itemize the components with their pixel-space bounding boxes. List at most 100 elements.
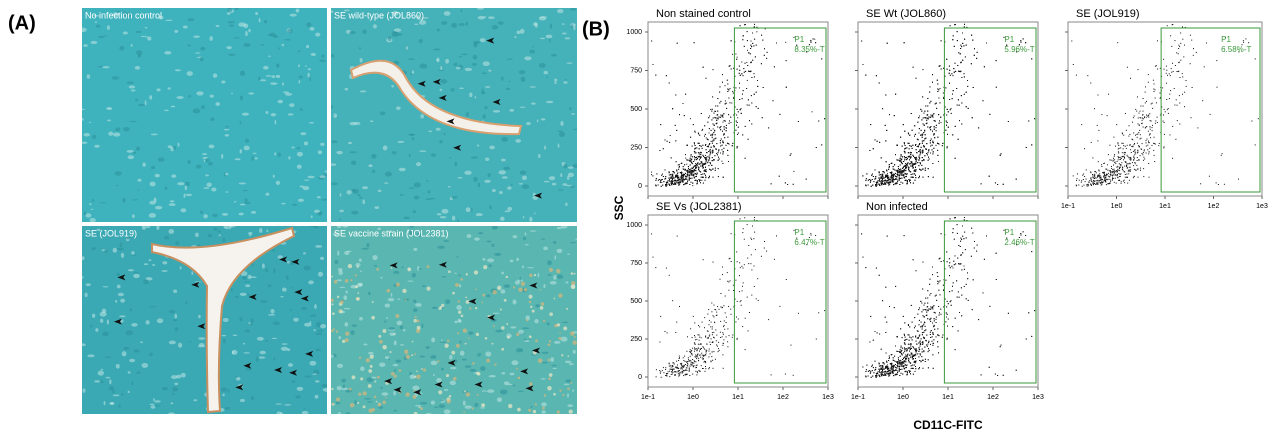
texture-spot: [523, 216, 525, 218]
event-dot: [915, 134, 916, 135]
texture-spot: [527, 267, 534, 268]
texture-spot: [562, 33, 567, 35]
stain-spot: [382, 345, 387, 350]
event-dot: [918, 177, 919, 178]
texture-spot: [164, 51, 171, 54]
texture-spot: [391, 85, 394, 87]
event-dot: [694, 169, 695, 170]
event-dot: [661, 186, 662, 187]
texture-spot: [175, 241, 179, 245]
texture-spot: [482, 72, 487, 74]
texture-spot: [135, 31, 141, 33]
texture-spot: [412, 273, 416, 278]
event-dot: [958, 52, 959, 53]
event-dot: [679, 114, 680, 115]
event-dot: [718, 168, 719, 169]
event-dot: [911, 162, 912, 163]
event-dot: [710, 154, 711, 155]
stain-spot: [557, 323, 560, 326]
event-dot: [665, 178, 666, 179]
texture-spot: [207, 183, 212, 187]
event-dot: [746, 62, 747, 63]
stain-spot: [385, 397, 387, 399]
texture-spot: [412, 385, 419, 390]
stain-spot: [529, 295, 533, 299]
stain-spot: [452, 292, 455, 295]
event-dot: [906, 147, 907, 148]
micrograph: SE (JOL919): [80, 225, 330, 415]
event-dot: [699, 154, 700, 155]
event-dot: [695, 132, 696, 133]
event-dot: [887, 175, 888, 176]
event-dot: [900, 173, 901, 174]
stain-spot: [562, 394, 564, 396]
texture-spot: [83, 388, 86, 392]
texture-spot: [334, 260, 338, 264]
texture-spot: [573, 350, 576, 354]
event-dot: [743, 90, 744, 91]
texture-spot: [141, 36, 147, 37]
texture-spot: [354, 122, 361, 125]
event-dot: [892, 179, 893, 180]
event-dot: [885, 140, 886, 141]
texture-spot: [565, 202, 567, 206]
event-dot: [737, 134, 738, 135]
texture-spot: [329, 105, 333, 109]
event-dot: [706, 160, 707, 161]
event-dot: [726, 125, 727, 126]
event-dot: [676, 171, 677, 172]
texture-spot: [563, 164, 567, 169]
event-dot: [773, 100, 774, 101]
texture-spot: [270, 82, 277, 84]
texture-spot: [251, 318, 254, 323]
stain-spot: [529, 274, 532, 277]
event-dot: [793, 184, 794, 185]
event-dot: [870, 182, 871, 183]
event-dot: [941, 122, 942, 123]
stain-spot: [406, 355, 410, 359]
event-dot: [915, 171, 916, 172]
event-dot: [717, 98, 718, 99]
texture-spot: [511, 360, 518, 365]
event-dot: [906, 167, 907, 168]
texture-spot: [91, 247, 96, 250]
event-dot: [962, 33, 963, 34]
event-dot: [751, 62, 752, 63]
texture-spot: [560, 173, 562, 177]
event-dot: [707, 156, 708, 157]
event-dot: [700, 154, 701, 155]
stain-spot: [382, 329, 386, 333]
texture-spot: [397, 299, 400, 300]
event-dot: [669, 179, 670, 180]
texture-spot: [248, 92, 254, 94]
texture-spot: [234, 8, 239, 10]
event-dot: [950, 109, 951, 110]
event-dot: [936, 127, 937, 128]
texture-spot: [506, 88, 510, 90]
event-dot: [904, 148, 905, 149]
stain-spot: [405, 392, 409, 396]
stain-spot: [371, 316, 375, 320]
event-dot: [682, 175, 683, 176]
event-dot: [873, 176, 874, 177]
event-dot: [771, 183, 772, 184]
event-dot: [934, 137, 935, 138]
event-dot: [966, 92, 967, 93]
stain-spot: [357, 292, 359, 294]
event-dot: [927, 106, 928, 107]
event-dot: [685, 169, 686, 170]
event-dot: [873, 148, 874, 149]
event-dot: [684, 179, 685, 180]
event-dot: [878, 184, 879, 185]
stain-spot: [534, 274, 536, 276]
y-tick-label: 500: [630, 106, 642, 113]
event-dot: [722, 145, 723, 146]
event-dot: [715, 138, 716, 139]
texture-spot: [456, 305, 461, 310]
event-dot: [752, 43, 753, 44]
event-dot: [684, 174, 685, 175]
event-dot: [798, 121, 799, 122]
texture-spot: [557, 9, 563, 13]
texture-spot: [450, 381, 456, 386]
event-dot: [916, 159, 917, 160]
